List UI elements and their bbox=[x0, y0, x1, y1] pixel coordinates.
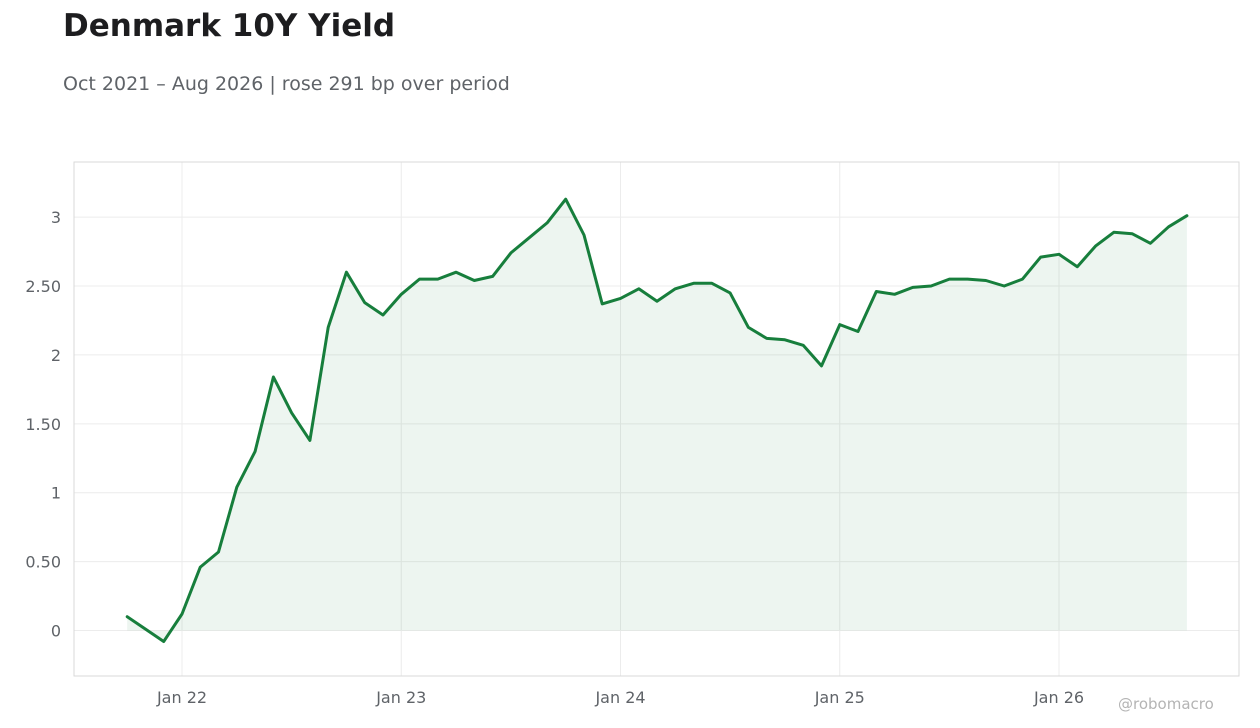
x-tick-label: Jan 26 bbox=[1033, 688, 1084, 707]
chart-title: Denmark 10Y Yield bbox=[63, 8, 396, 44]
y-tick-label: 3 bbox=[51, 208, 61, 227]
y-tick-label: 2.50 bbox=[25, 277, 61, 296]
x-tick-label: Jan 23 bbox=[375, 688, 426, 707]
x-axis: Jan 22 Jan 23 Jan 24 Jan 25 Jan 26 bbox=[156, 688, 1084, 707]
x-tick-label: Jan 24 bbox=[594, 688, 645, 707]
grid-lines bbox=[74, 162, 1239, 676]
x-tick-label: Jan 25 bbox=[814, 688, 865, 707]
series-line bbox=[125, 197, 1189, 643]
y-tick-label: 0.50 bbox=[25, 553, 61, 572]
y-tick-label: 1 bbox=[51, 484, 61, 503]
y-tick-label: 0 bbox=[51, 622, 61, 641]
x-tick-label: Jan 22 bbox=[156, 688, 207, 707]
y-tick-label: 1.50 bbox=[25, 415, 61, 434]
y-tick-label: 2 bbox=[51, 346, 61, 365]
chart-subtitle: Oct 2021 – Aug 2026 | rose 291 bp over p… bbox=[63, 73, 510, 95]
watermark: @robomacro bbox=[1118, 695, 1214, 713]
y-axis: 0 0.50 1 1.50 2 2.50 3 bbox=[25, 208, 61, 640]
plot-frame bbox=[73, 161, 1240, 677]
series-area bbox=[127, 199, 1187, 642]
